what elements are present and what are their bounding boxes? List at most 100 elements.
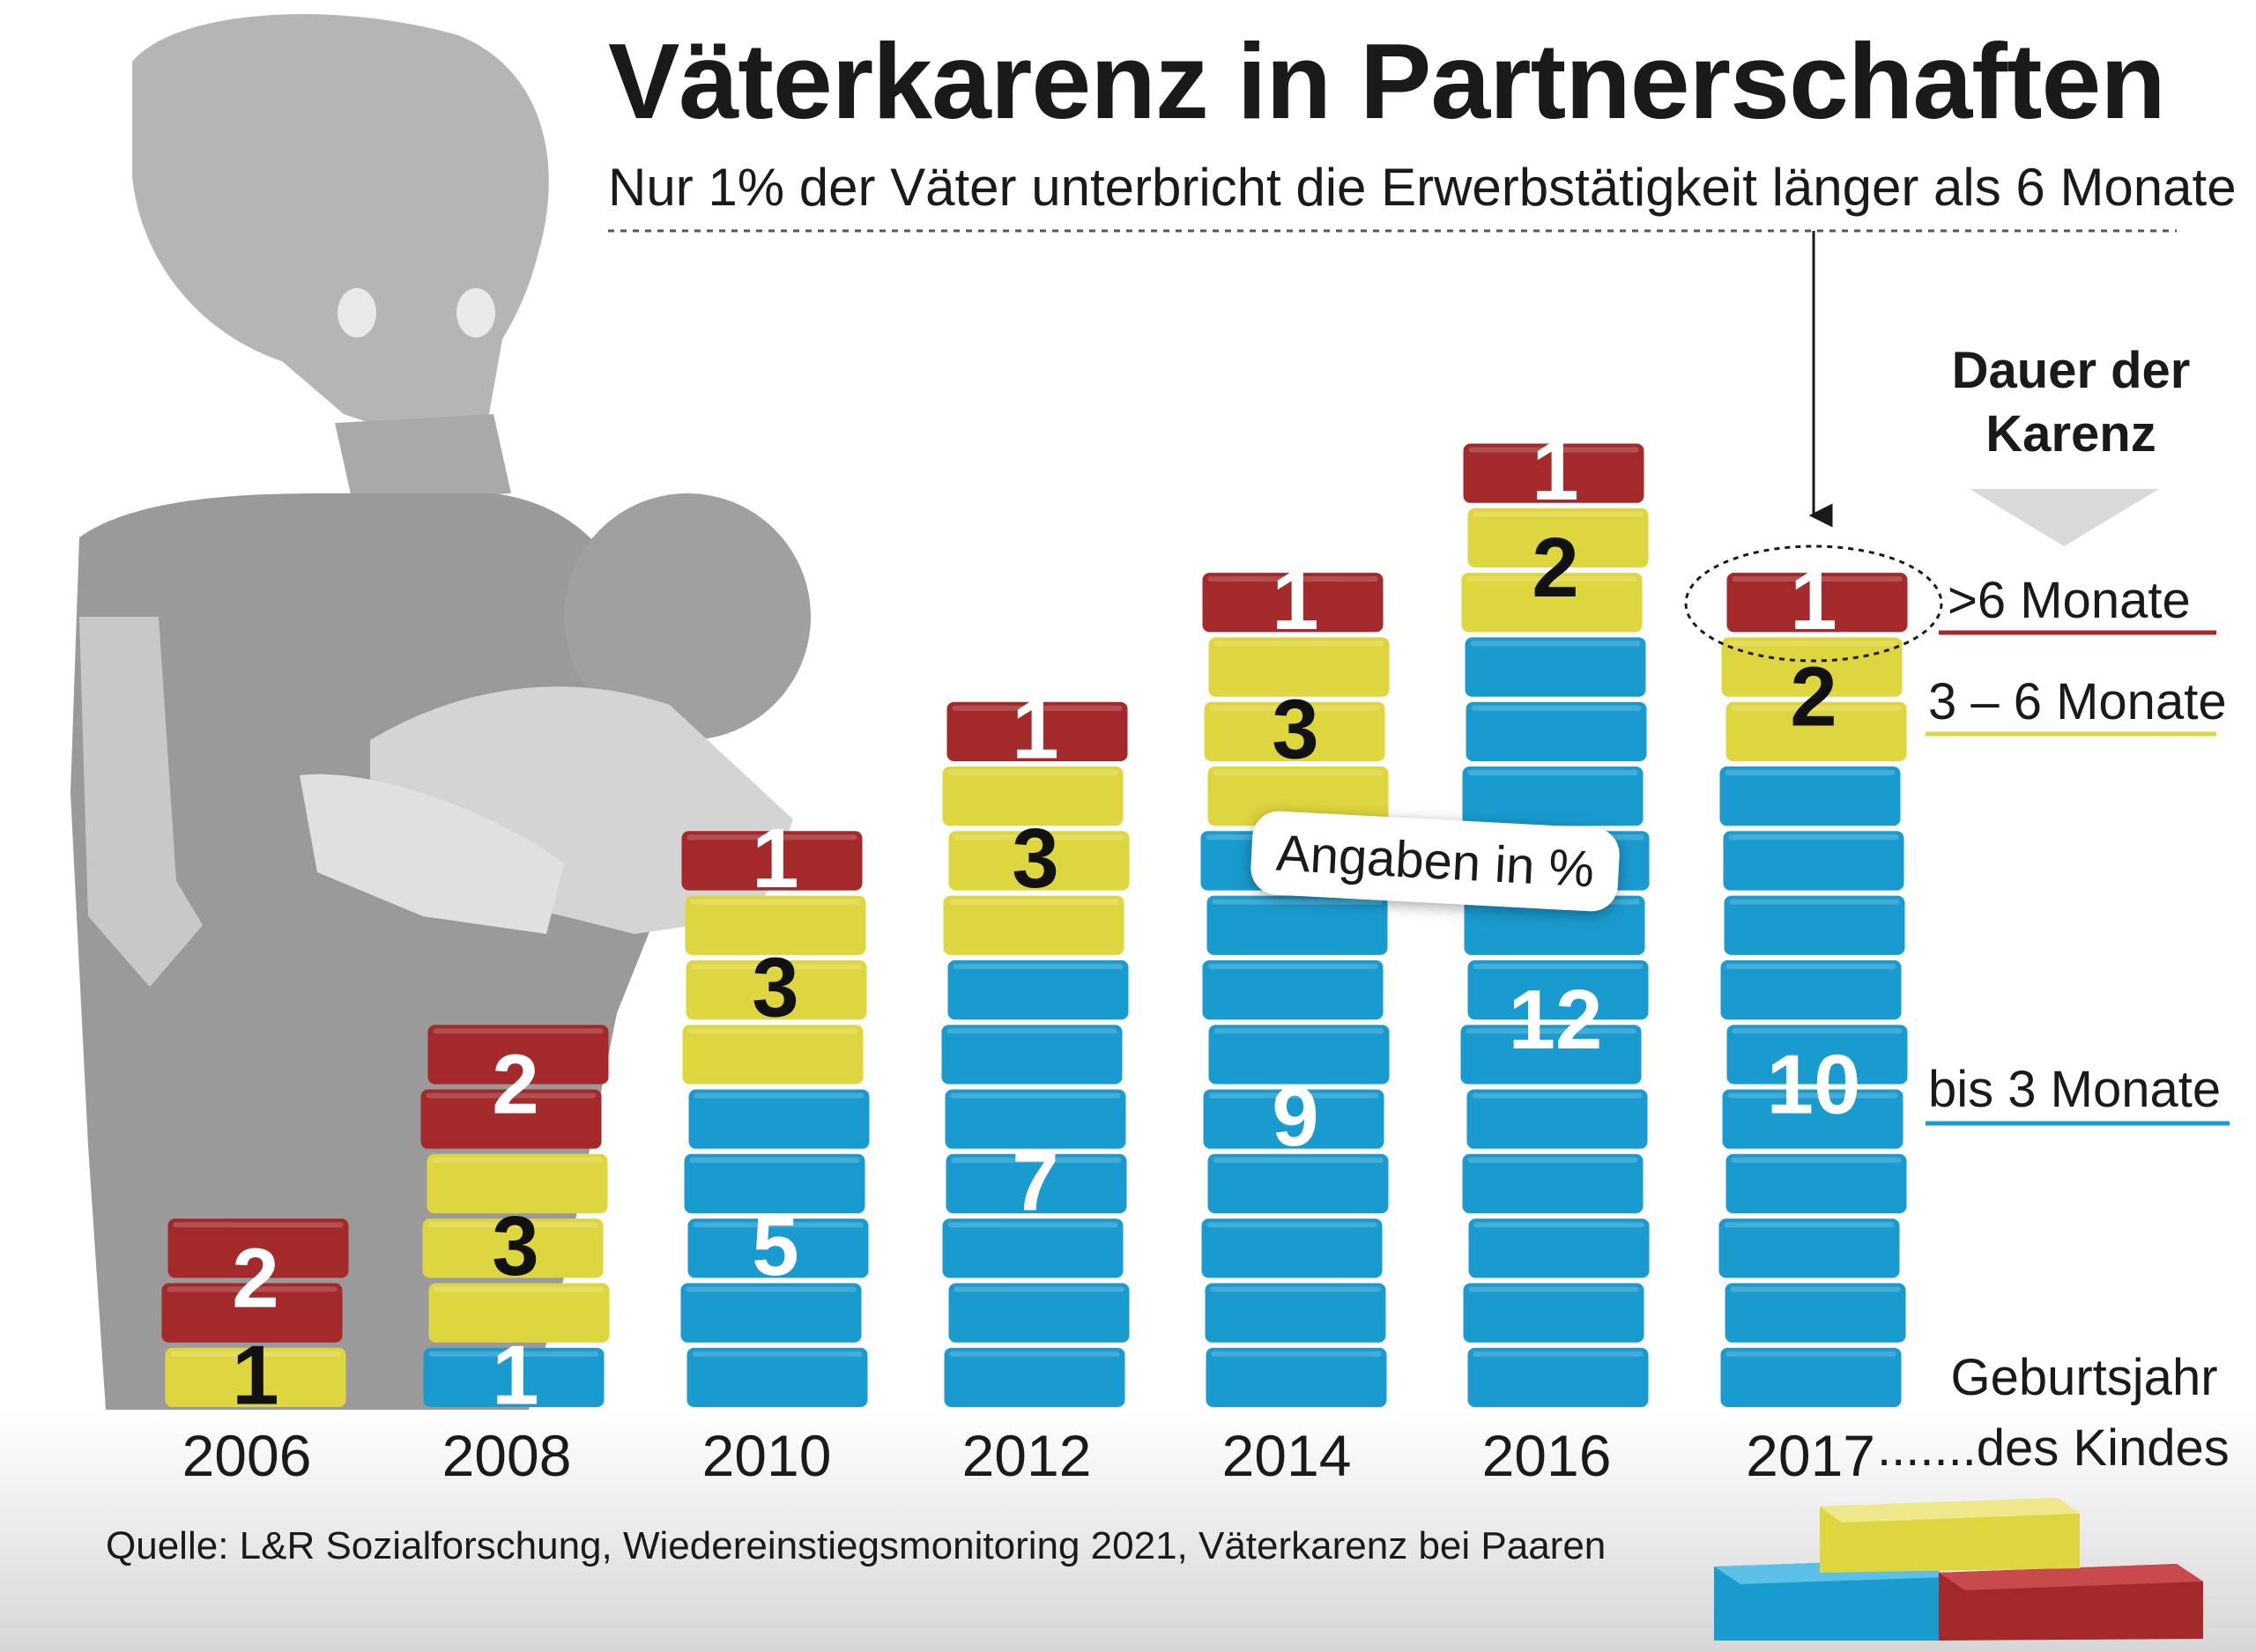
chart-subtitle: Nur 1% der Väter unterbricht die Erwerbs… <box>608 158 2237 217</box>
bar-2006: 12 <box>161 1219 349 1422</box>
value-label-2006->6 Monate: 2 <box>232 1231 278 1325</box>
block-shine <box>434 1286 605 1293</box>
block-shine <box>1731 1157 1902 1163</box>
legend-label-over6: >6 Monate <box>1948 572 2191 629</box>
block-shine <box>947 770 1118 775</box>
block-shine <box>1730 1286 1901 1293</box>
x-tick-2006: 2006 <box>182 1423 312 1488</box>
block-2014->6 Monate <box>1202 573 1384 633</box>
block-2012-bis 3 Monate <box>946 1153 1127 1214</box>
block-shine <box>686 834 857 841</box>
block-shine <box>952 705 1123 711</box>
block-shine <box>1732 576 1903 582</box>
block-shine <box>1473 963 1644 969</box>
block-shine <box>689 1157 860 1163</box>
bar-2017: 10 21 <box>1718 553 1908 1407</box>
block-shine <box>1209 705 1380 711</box>
block-shine <box>1467 770 1638 775</box>
value-label-2006-3 – 6 Monate: 1 <box>232 1328 278 1422</box>
block-shine <box>1211 1351 1382 1357</box>
block-2016-bis 3 Monate <box>1465 637 1646 697</box>
block-2008-3 – 6 Monate <box>422 1219 604 1278</box>
block-2008-bis 3 Monate <box>423 1347 605 1407</box>
block-2014-bis 3 Monate <box>1208 1025 1390 1085</box>
bar-2014: 9 3 1 <box>1200 553 1390 1407</box>
block-2017-3 – 6 Monate <box>1725 701 1907 761</box>
block-2010-3 – 6 Monate <box>682 1025 864 1085</box>
value-label-2012-3 – 6 Monate: 3 <box>1012 811 1058 906</box>
bar-2010: 5 3 1 <box>680 811 870 1407</box>
legend-heading-line2: Karenz <box>1985 405 2156 463</box>
block-shine <box>692 1351 863 1357</box>
value-label-2016-bis 3 Monate: 12 <box>1509 973 1603 1067</box>
block-shine <box>1206 1222 1377 1228</box>
highlight-ellipse <box>1684 544 1943 663</box>
block-2010-bis 3 Monate <box>687 1219 869 1278</box>
value-label-2016-3 – 6 Monate: 2 <box>1532 521 1578 615</box>
x-tick-2017: 2017 <box>1746 1423 1875 1488</box>
block-2016-3 – 6 Monate <box>1467 507 1649 568</box>
block-2017-bis 3 Monate <box>1723 831 1904 891</box>
block-2010-bis 3 Monate <box>680 1283 862 1343</box>
block-shine <box>1472 1093 1643 1099</box>
block-2006->6 Monate <box>167 1219 349 1278</box>
value-label-2008-3 – 6 Monate: 3 <box>492 1199 538 1293</box>
block-2014-3 – 6 Monate <box>1204 701 1385 761</box>
value-label-2012->6 Monate: 1 <box>1012 682 1058 776</box>
block-shine <box>1724 1222 1895 1228</box>
block-2016-bis 3 Monate <box>1468 1219 1650 1278</box>
block-shine <box>173 1222 344 1228</box>
block-2012-3 – 6 Monate <box>943 895 1124 955</box>
block-2006->6 Monate <box>161 1283 343 1343</box>
toy-blocks-decoration <box>1714 1498 2203 1641</box>
bar-2008: 1 3 2 <box>420 1025 610 1422</box>
value-label-2010->6 Monate: 1 <box>752 811 798 906</box>
block-shine <box>1468 1286 1639 1293</box>
block-shine <box>1213 1157 1384 1163</box>
block-2014-bis 3 Monate <box>1201 1219 1383 1278</box>
block-shine <box>1473 1222 1644 1228</box>
x-tick-2012: 2012 <box>962 1423 1092 1488</box>
block-shine <box>1726 641 1897 647</box>
block-2010->6 Monate <box>681 831 863 891</box>
block-shine <box>1208 1093 1379 1099</box>
block-2016-bis 3 Monate <box>1460 1025 1642 1085</box>
x-axis-ticks: 2006 2008 2010 2012 2014 2016 2017 <box>182 1423 1875 1488</box>
block-shine <box>691 963 862 969</box>
value-label-2017-bis 3 Monate: 10 <box>1767 1038 1861 1132</box>
value-label-2010-3 – 6 Monate: 3 <box>752 941 798 1035</box>
bar-2012: 7 3 1 <box>941 682 1130 1407</box>
chart-title: Väterkarenz in Partnerschaften <box>608 21 2166 141</box>
block-2012-3 – 6 Monate <box>942 767 1124 826</box>
legend-down-arrow <box>1970 489 2159 546</box>
block-2014-bis 3 Monate <box>1207 1153 1389 1214</box>
block-2012-bis 3 Monate <box>948 1283 1130 1343</box>
block-2016->6 Monate <box>1463 443 1644 503</box>
block-shine <box>1725 770 1896 775</box>
block-2016-bis 3 Monate <box>1467 1347 1649 1407</box>
block-2012-bis 3 Monate <box>944 1347 1125 1407</box>
block-2017-bis 3 Monate <box>1720 959 1902 1020</box>
block-shine <box>954 1286 1124 1293</box>
block-shine <box>1471 705 1642 711</box>
block-2016-bis 3 Monate <box>1462 767 1644 826</box>
block-shine <box>694 1093 865 1099</box>
block-shine <box>427 1222 598 1228</box>
block-shine <box>432 1157 603 1163</box>
block-2014-3 – 6 Monate <box>1208 637 1390 697</box>
block-shine <box>948 899 1119 905</box>
block-shine <box>1207 963 1378 969</box>
x-tick-2010: 2010 <box>702 1423 832 1488</box>
block-2014-bis 3 Monate <box>1205 1283 1386 1343</box>
block-2012-bis 3 Monate <box>947 959 1129 1020</box>
legend-heading-line1: Dauer der <box>1951 342 2191 399</box>
x-tick-2016: 2016 <box>1482 1423 1612 1488</box>
block-shine <box>1725 963 1896 969</box>
block-shine <box>1213 1028 1384 1034</box>
block-2010-3 – 6 Monate <box>685 895 866 955</box>
block-2014-bis 3 Monate <box>1202 959 1384 1020</box>
block-shine <box>686 1286 857 1293</box>
block-2017-bis 3 Monate <box>1724 895 1905 955</box>
block-shine <box>1467 1157 1638 1163</box>
